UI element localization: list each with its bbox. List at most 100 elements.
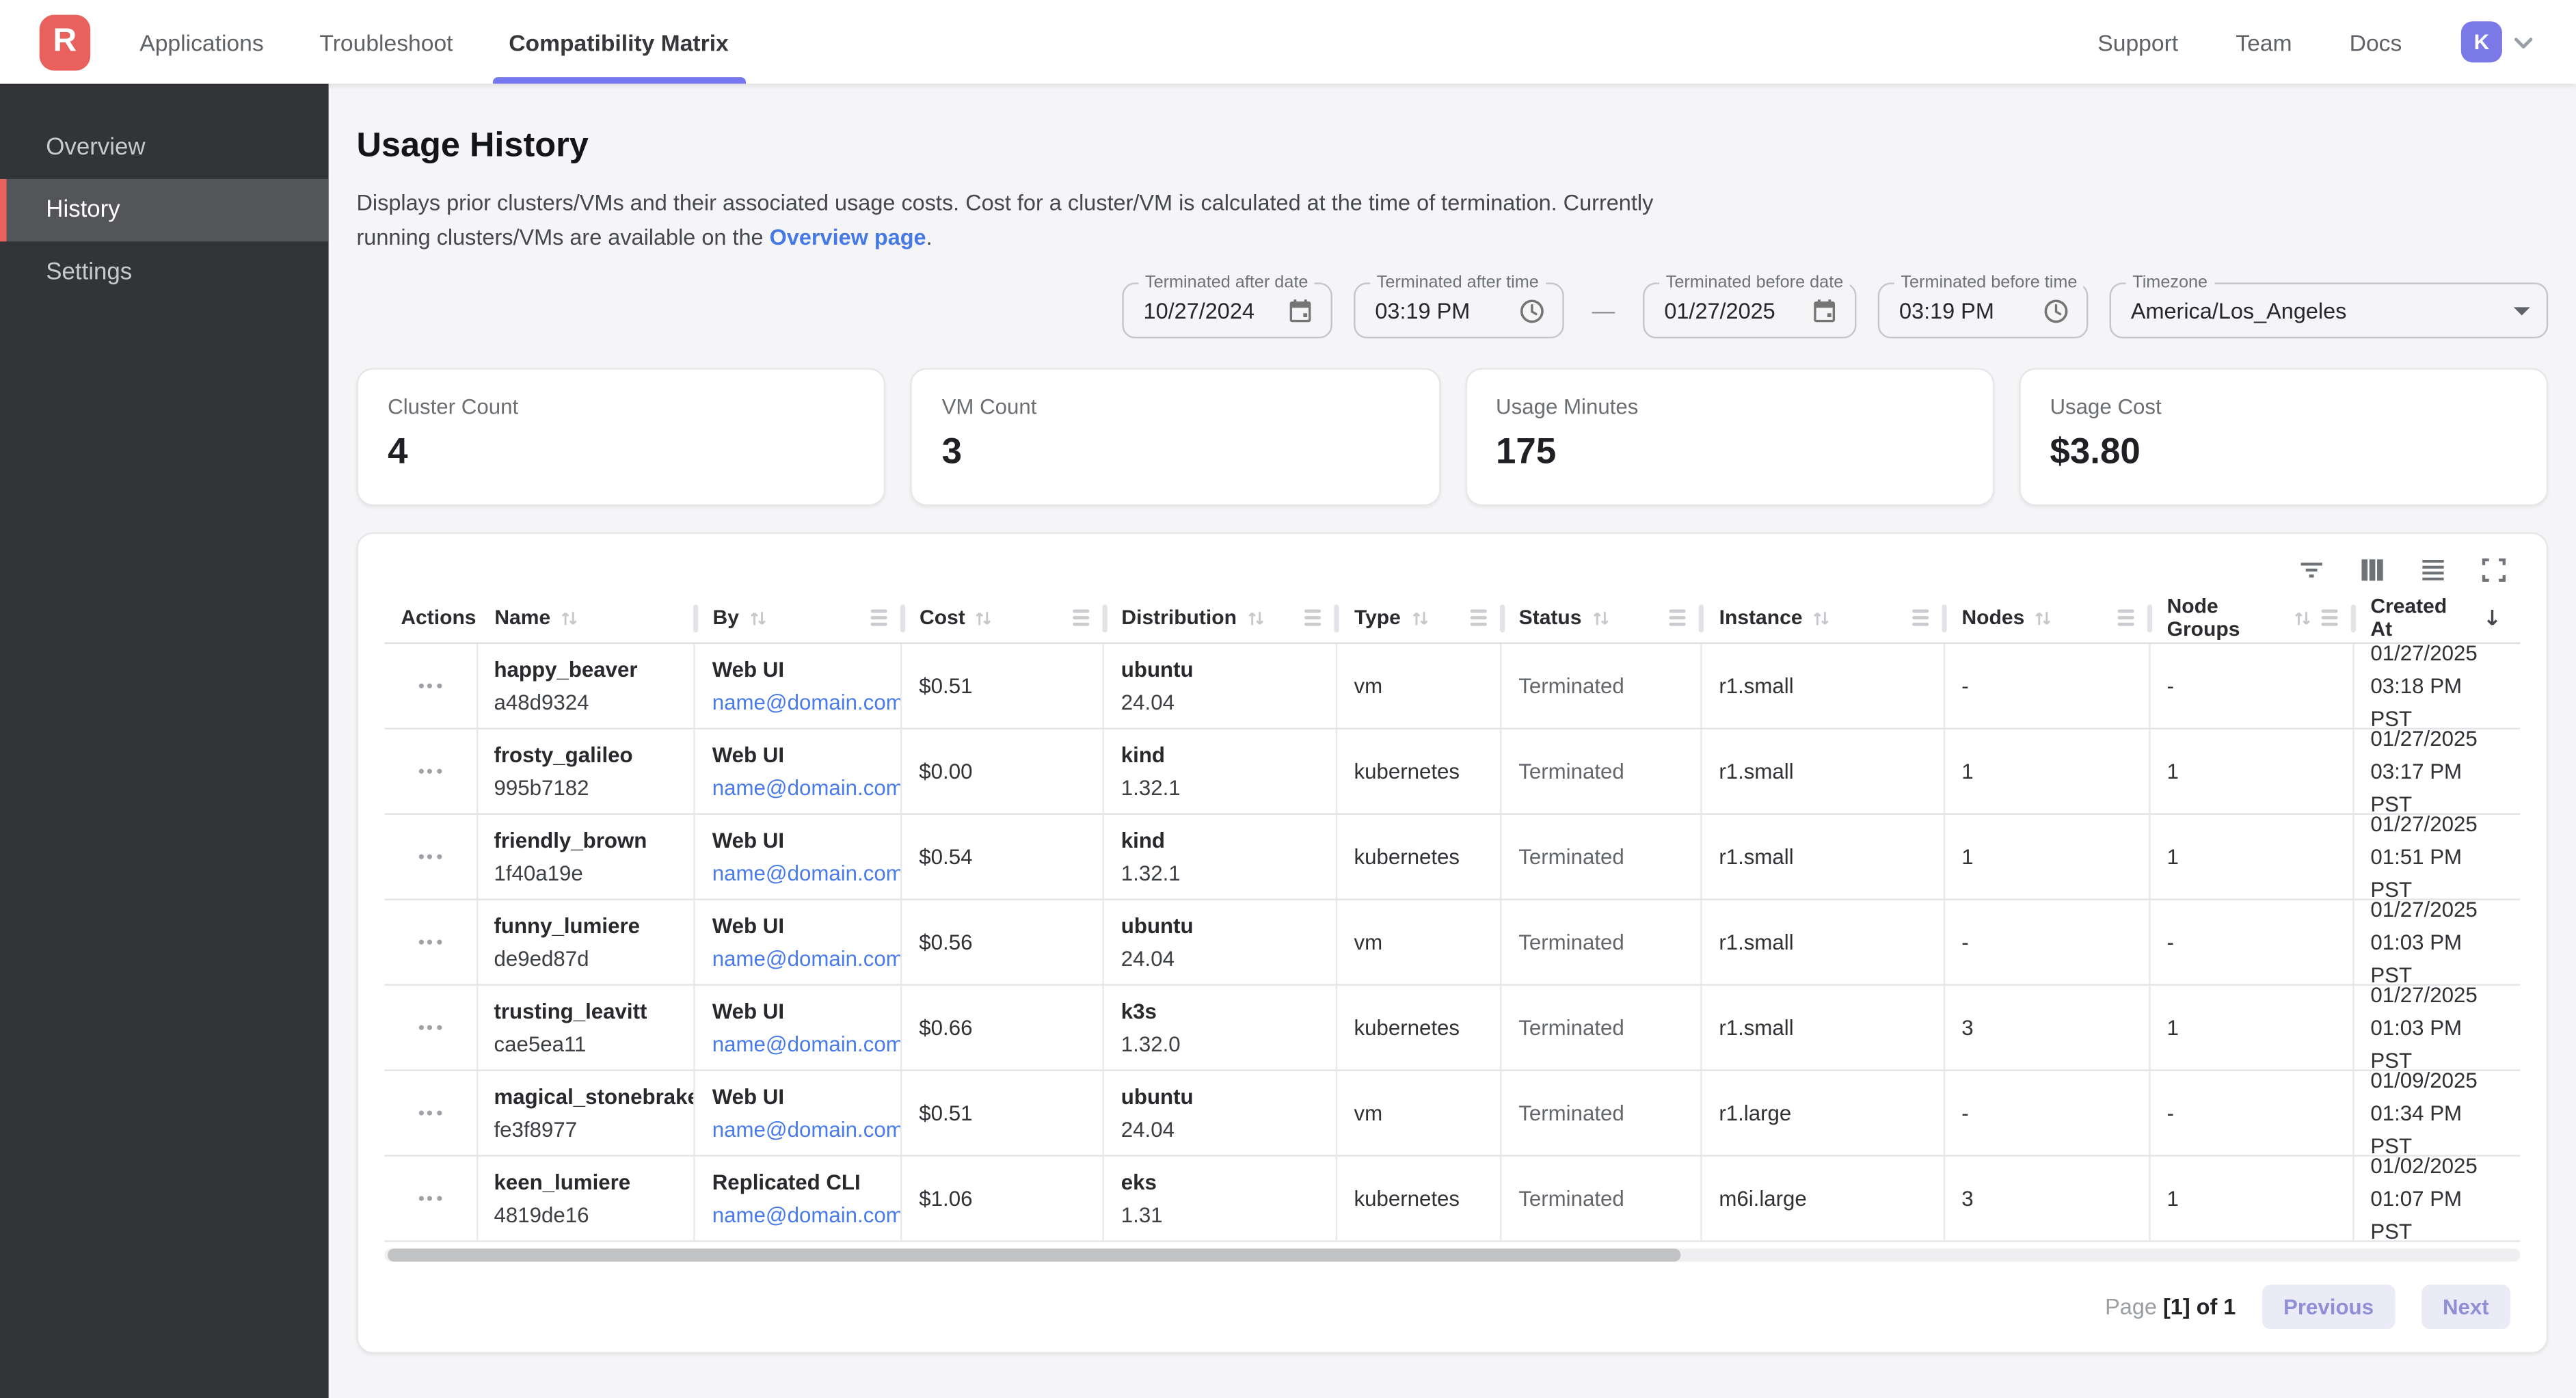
sort-arrows-icon[interactable] — [1409, 607, 1430, 628]
nav-item-support[interactable]: Support — [2097, 29, 2179, 55]
account-menu[interactable]: K — [2460, 21, 2537, 63]
sidebar-item-history[interactable]: History — [0, 178, 329, 242]
stat-label: Usage Cost — [2050, 394, 2162, 419]
density-icon[interactable] — [2417, 554, 2450, 587]
creator-email-link[interactable]: name@domain.com — [712, 860, 903, 885]
column-header-cost[interactable]: Cost — [903, 593, 1107, 643]
sort-arrows-icon[interactable] — [2032, 607, 2054, 628]
ellipsis-icon[interactable] — [418, 768, 442, 775]
columns-icon[interactable] — [2356, 554, 2389, 587]
ellipsis-icon[interactable] — [418, 683, 442, 689]
created-date: 01/02/2025 — [2370, 1156, 2478, 1177]
field-label: Terminated after time — [1370, 272, 1546, 293]
sort-arrows-icon[interactable] — [974, 607, 995, 628]
sort-arrows-icon[interactable] — [2292, 607, 2313, 628]
sort-arrows-icon[interactable] — [1245, 607, 1266, 628]
previous-page-button[interactable]: Previous — [2262, 1285, 2396, 1330]
nav-item-troubleshoot[interactable]: Troubleshoot — [319, 29, 453, 55]
arrow-down-icon[interactable] — [2481, 606, 2504, 630]
brand-logo[interactable]: R — [39, 14, 91, 70]
cluster-id: 4819de16 — [494, 1201, 589, 1226]
timezone-value[interactable]: America/Los_Angeles — [2130, 298, 2347, 323]
terminated-after-time-field[interactable]: Terminated after time 03:19 PM — [1354, 272, 1564, 339]
column-menu-icon[interactable] — [1912, 609, 1929, 626]
column-label: Created At — [2370, 594, 2447, 641]
creator-email-link[interactable]: name@domain.com — [712, 945, 903, 971]
horizontal-scrollbar[interactable] — [384, 1248, 2521, 1262]
column-menu-icon[interactable] — [1469, 609, 1486, 626]
created-by: Web UI — [712, 912, 785, 937]
ellipsis-icon[interactable] — [418, 939, 442, 945]
column-header-node-groups[interactable]: Node Groups — [2151, 593, 2356, 643]
column-menu-icon[interactable] — [1669, 609, 1687, 626]
table-toolbar — [358, 550, 2547, 593]
column-header-distribution[interactable]: Distribution — [1105, 593, 1340, 643]
column-menu-icon[interactable] — [1304, 609, 1321, 626]
terminated-before-time-value[interactable]: 03:19 PM — [1899, 298, 1994, 323]
sort-arrows-icon[interactable] — [1589, 607, 1611, 628]
sidebar-item-settings[interactable]: Settings — [46, 259, 133, 286]
column-menu-icon[interactable] — [2321, 609, 2338, 626]
clock-icon[interactable] — [1518, 297, 1546, 325]
timezone-select[interactable]: Timezone America/Los_Angeles — [2109, 272, 2549, 339]
column-header-nodes[interactable]: Nodes — [1945, 593, 2152, 643]
usage-table: Actions Name By — [384, 593, 2521, 1242]
nav-item-applications[interactable]: Applications — [139, 29, 264, 55]
instance: m6i.large — [1719, 1185, 1807, 1210]
next-page-button[interactable]: Next — [2421, 1285, 2510, 1330]
nav-item-team[interactable]: Team — [2236, 29, 2292, 55]
chevron-down-icon[interactable] — [2510, 29, 2536, 55]
created-date: 01/09/2025 — [2370, 1071, 2478, 1092]
terminated-before-time-field[interactable]: Terminated before time 03:19 PM — [1877, 272, 2089, 339]
clock-icon[interactable] — [2042, 297, 2070, 325]
column-header-type[interactable]: Type — [1338, 593, 1505, 643]
page-indicator: Page [1] of 1 — [2105, 1295, 2236, 1319]
creator-email-link[interactable]: name@domain.com — [712, 1030, 903, 1056]
calendar-icon[interactable] — [1287, 297, 1315, 325]
column-header-instance[interactable]: Instance — [1703, 593, 1947, 643]
creator-email-link[interactable]: name@domain.com — [712, 1201, 903, 1226]
overview-page-link[interactable]: Overview page — [769, 225, 926, 250]
node-groups: - — [2166, 1099, 2174, 1125]
ellipsis-icon[interactable] — [418, 1025, 442, 1030]
fullscreen-icon[interactable] — [2478, 554, 2510, 587]
instance: r1.small — [1719, 1014, 1794, 1039]
distribution: ubuntu — [1121, 912, 1194, 937]
sort-arrows-icon[interactable] — [747, 607, 768, 628]
column-menu-icon[interactable] — [870, 609, 887, 626]
creator-email-link[interactable]: name@domain.com — [712, 1116, 903, 1141]
column-header-created-at[interactable]: Created At — [2354, 593, 2520, 643]
calendar-icon[interactable] — [1810, 297, 1838, 325]
terminated-before-date-field[interactable]: Terminated before date 01/27/2025 — [1643, 272, 1857, 339]
sort-arrows-icon[interactable] — [559, 607, 580, 628]
column-menu-icon[interactable] — [2117, 609, 2134, 626]
ellipsis-icon[interactable] — [418, 854, 442, 860]
ellipsis-icon[interactable] — [418, 1196, 442, 1201]
creator-email-link[interactable]: name@domain.com — [712, 775, 903, 800]
cluster-name: frosty_galileo — [494, 741, 633, 767]
terminated-after-date-field[interactable]: Terminated after date 10/27/2024 — [1122, 272, 1332, 339]
creator-email-link[interactable]: name@domain.com — [712, 689, 903, 714]
nav-item-docs[interactable]: Docs — [2349, 29, 2402, 55]
terminated-after-date-value[interactable]: 10/27/2024 — [1143, 298, 1255, 323]
column-header-status[interactable]: Status — [1503, 593, 1705, 643]
created-date: 01/27/2025 — [2370, 900, 2478, 921]
column-menu-icon[interactable] — [1072, 609, 1089, 626]
terminated-after-time-value[interactable]: 03:19 PM — [1375, 298, 1471, 323]
scrollbar-thumb[interactable] — [388, 1248, 1680, 1262]
logo-letter: R — [53, 23, 77, 59]
column-header-by[interactable]: By — [696, 593, 905, 643]
caret-down-icon[interactable] — [2513, 306, 2530, 315]
column-header-name[interactable]: Name — [478, 593, 698, 643]
avatar[interactable]: K — [2460, 21, 2502, 63]
ellipsis-icon[interactable] — [418, 1110, 442, 1116]
created-time: 03:18 PM PST — [2370, 673, 2463, 728]
sidebar-item-overview[interactable]: Overview — [46, 135, 146, 161]
distribution-version: 24.04 — [1121, 1116, 1175, 1141]
sort-arrows-icon[interactable] — [1811, 607, 1832, 628]
cluster-id: 1f40a19e — [494, 860, 583, 885]
nav-item-compatibility-matrix[interactable]: Compatibility Matrix — [492, 0, 745, 84]
terminated-before-date-value[interactable]: 01/27/2025 — [1664, 298, 1775, 323]
column-separator — [1942, 604, 1947, 633]
filter-icon[interactable] — [2295, 554, 2328, 587]
